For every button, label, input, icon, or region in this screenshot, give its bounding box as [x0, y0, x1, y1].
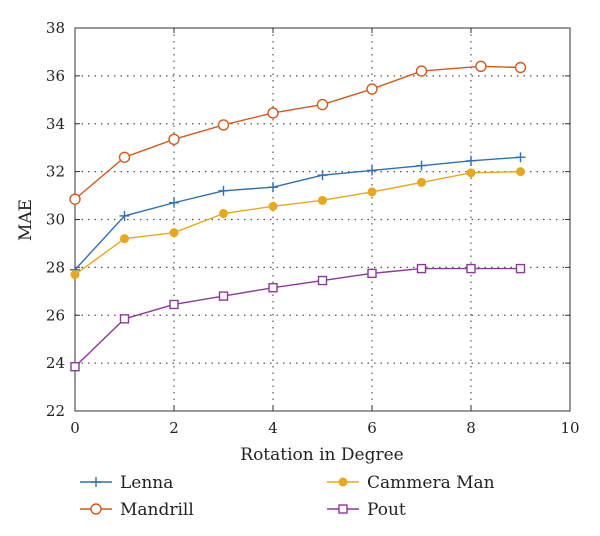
- data-point-mandrill: [69, 193, 81, 205]
- y-tick-label: 34: [46, 115, 65, 133]
- x-tick-label: 6: [367, 419, 377, 437]
- series-layer: [69, 60, 527, 372]
- data-point-lenna: [119, 210, 130, 221]
- data-point-lenna: [416, 160, 427, 171]
- data-point-pout: [367, 268, 377, 279]
- data-point-pout: [218, 291, 229, 301]
- grid-lines: [75, 28, 570, 411]
- data-point-mandrill: [316, 98, 329, 111]
- data-point-pout: [169, 299, 179, 310]
- data-point-pout: [317, 275, 328, 286]
- data-point-lenna: [317, 170, 328, 181]
- y-tick-label: 24: [46, 354, 65, 372]
- data-point-lenna: [268, 182, 278, 193]
- data-point-mandrill: [168, 133, 180, 146]
- legend-item-pout: Pout: [327, 500, 406, 520]
- y-tick-label: 28: [46, 258, 65, 276]
- x-axis-ticks: 0 2 4 6 8 10: [70, 28, 580, 437]
- data-point-cammera-man: [466, 168, 476, 178]
- series-line-lenna: [74, 156, 521, 271]
- x-tick-label: 2: [169, 419, 179, 437]
- y-tick-label: 32: [46, 163, 65, 181]
- legend-label: Mandrill: [120, 500, 194, 520]
- data-point-pout: [466, 263, 476, 274]
- series-line-cammera-man: [74, 170, 521, 276]
- data-point-cammera-man: [169, 228, 179, 238]
- data-point-cammera-man: [516, 167, 525, 177]
- legend-marker: [91, 477, 101, 487]
- series-pout: [70, 263, 526, 372]
- legend: Lenna Mandrill Cammera Man Pout: [80, 473, 495, 520]
- data-point-pout: [70, 362, 80, 372]
- y-axis-label: MAE: [16, 199, 36, 241]
- y-tick-label: 22: [46, 402, 65, 420]
- data-point-lenna: [367, 165, 377, 176]
- data-point-pout: [268, 283, 278, 293]
- data-point-lenna: [466, 155, 476, 166]
- x-tick-label: 10: [560, 419, 579, 437]
- data-point-cammera-man: [120, 234, 129, 244]
- data-point-pout: [416, 263, 427, 274]
- data-point-mandrill: [267, 107, 279, 119]
- series-line-mandrill: [74, 65, 521, 200]
- data-point-mandrill: [366, 83, 378, 95]
- data-point-cammera-man: [70, 270, 80, 280]
- data-point-lenna: [515, 152, 526, 163]
- y-axis-ticks: 22 24 26 28 30 32 34 36 38: [46, 19, 570, 420]
- x-tick-label: 4: [268, 419, 278, 437]
- series-lenna: [70, 152, 526, 275]
- data-point-cammera-man: [268, 201, 278, 211]
- data-point-cammera-man: [417, 177, 426, 187]
- legend-item-mandrill: Mandrill: [80, 500, 194, 520]
- data-point-mandrill: [514, 61, 527, 74]
- series-cammera-man: [70, 167, 525, 280]
- legend-marker: [338, 504, 348, 514]
- x-tick-label: 8: [466, 419, 476, 437]
- series-mandrill: [69, 60, 527, 205]
- legend-label: Lenna: [120, 473, 173, 493]
- data-point-mandrill: [475, 60, 487, 73]
- legend-label: Pout: [367, 500, 406, 520]
- series-line-pout: [74, 267, 521, 368]
- y-tick-label: 36: [46, 67, 65, 85]
- y-tick-label: 30: [46, 211, 65, 229]
- x-axis-label: Rotation in Degree: [240, 445, 403, 465]
- legend-marker: [338, 477, 348, 487]
- legend-item-cammera-man: Cammera Man: [327, 473, 495, 493]
- data-point-lenna: [218, 185, 229, 196]
- y-tick-label: 26: [46, 306, 65, 324]
- x-tick-label: 0: [70, 419, 80, 437]
- data-point-lenna: [169, 197, 179, 208]
- data-point-cammera-man: [219, 209, 228, 219]
- data-point-mandrill: [118, 151, 131, 163]
- data-point-cammera-man: [367, 187, 377, 197]
- data-point-pout: [119, 314, 130, 324]
- legend-marker: [90, 503, 102, 515]
- data-point-pout: [515, 263, 526, 274]
- data-point-mandrill: [415, 65, 428, 77]
- data-point-cammera-man: [318, 195, 327, 205]
- y-tick-label: 38: [46, 19, 65, 37]
- data-point-mandrill: [217, 119, 230, 131]
- legend-label: Cammera Man: [367, 473, 495, 493]
- legend-item-lenna: Lenna: [80, 473, 173, 493]
